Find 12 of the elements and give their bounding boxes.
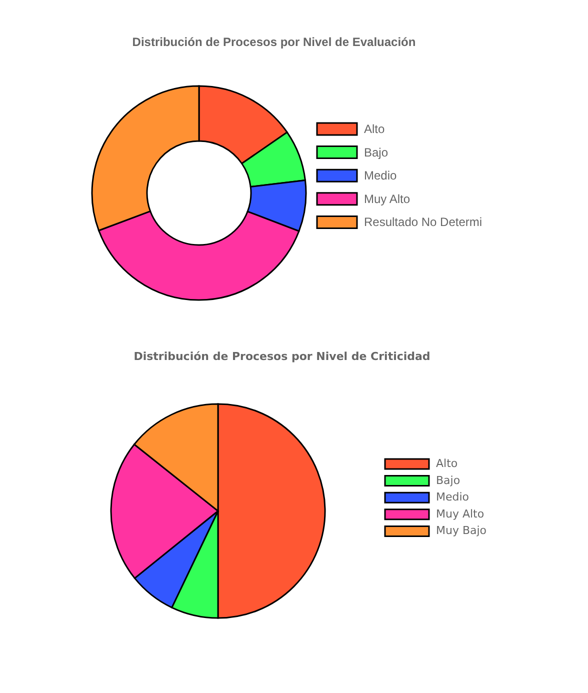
legend-label: Muy Alto <box>436 507 484 520</box>
legend-label: Alto <box>436 457 458 470</box>
legend-label: Bajo <box>436 474 460 487</box>
legend-label: Alto <box>364 122 386 136</box>
chart-title: Distribución de Procesos por Nivel de Criticidad <box>134 350 430 363</box>
legend-label: Resultado No Determi <box>364 215 482 230</box>
legend-label: Medio <box>436 490 470 504</box>
legend-label: Medio <box>364 168 398 183</box>
legend-label: Muy Bajo <box>436 524 487 538</box>
legend-label: Bajo <box>364 145 388 160</box>
chart-title: Distribución de Procesos por Nivel de Evaluación <box>132 35 416 49</box>
legend-label: Muy Alto <box>364 192 410 206</box>
